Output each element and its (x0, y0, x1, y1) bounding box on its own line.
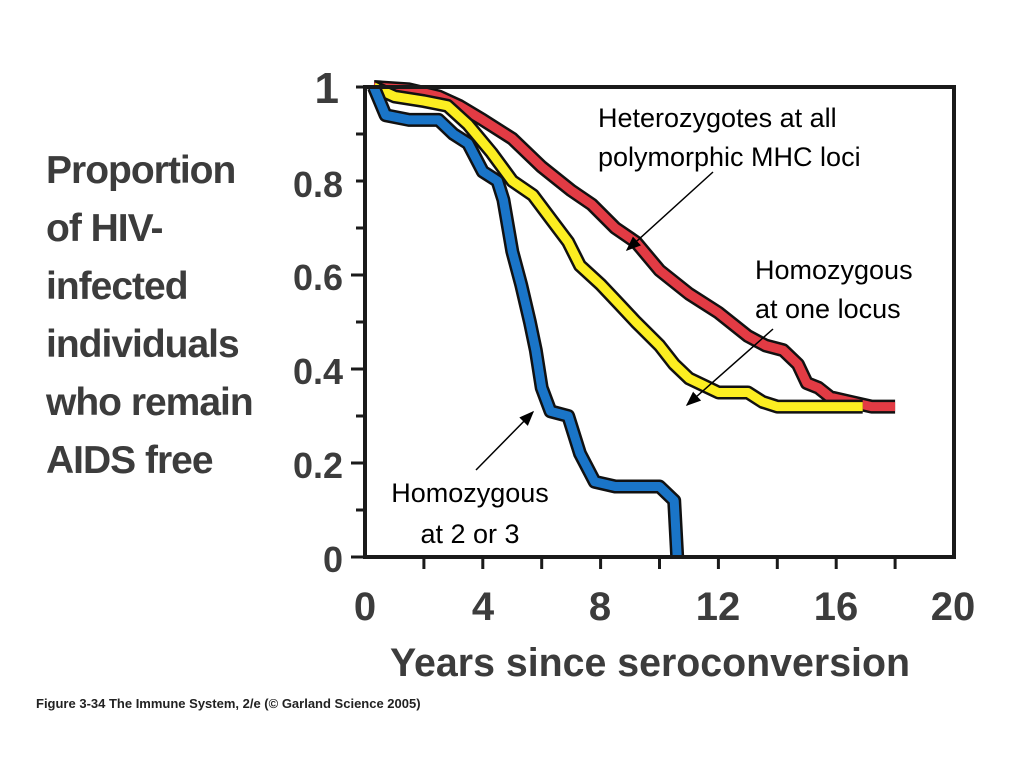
y-tick-label: 0 (323, 539, 343, 580)
series-heterozygotes-at-all-polymorphic-mhc-loci (373, 80, 896, 414)
y-axis-label-line: who remain (46, 381, 254, 424)
y-axis-label: Proportion of HIV- infected individuals … (46, 142, 286, 490)
annotation-homozygous-2-3: Homozygous at 2 or 3 (391, 410, 549, 549)
x-tick-labels: 0 4 8 12 16 20 (354, 585, 975, 629)
x-tick-label: 0 (354, 585, 376, 629)
series-line (371, 82, 863, 412)
annotation-heterozygotes: Heterozygotes at all polymorphic MHC loc… (598, 103, 861, 252)
y-tick-label: 0.6 (293, 257, 343, 298)
annotation-arrow (475, 410, 535, 471)
annotation-line: at one locus (755, 294, 901, 324)
series-line (373, 82, 896, 412)
annotation-arrow (685, 328, 774, 406)
annotation-line: polymorphic MHC loci (598, 142, 861, 172)
annotation-line: Homozygous (755, 255, 913, 285)
annotation-arrow (625, 171, 714, 252)
y-tick-labels: 1 0.8 0.6 0.4 0.2 0 (293, 64, 343, 580)
annotation-line: Heterozygotes at all (598, 103, 837, 133)
series-homozygous-at-2-or-3 (367, 84, 685, 558)
annotation-line: at 2 or 3 (420, 519, 519, 549)
y-tick-label: 1 (315, 64, 339, 113)
x-tick-label: 16 (814, 585, 859, 629)
x-axis-label: Years since seroconversion (390, 641, 910, 685)
x-tick-label: 12 (696, 585, 741, 629)
x-tick-label: 8 (589, 585, 611, 629)
y-tick-label: 0.8 (293, 164, 343, 205)
y-tick-label: 0.4 (293, 351, 343, 392)
y-axis-label-line: individuals (46, 323, 240, 366)
y-axis-label-line: Proportion (46, 149, 236, 192)
ticks-layer (351, 85, 897, 569)
x-tick-label: 20 (931, 585, 976, 629)
y-axis-label-line: AIDS free (46, 439, 214, 482)
annotation-homozygous-one: Homozygous at one locus (685, 255, 913, 406)
annotation-line: Homozygous (391, 478, 549, 508)
figure-caption: Figure 3-34 The Immune System, 2/e (© Ga… (36, 696, 421, 711)
y-tick-label: 0.2 (293, 445, 343, 486)
y-axis-label-line: infected (46, 265, 189, 308)
y-axis-label-line: of HIV- (46, 207, 164, 250)
series-homozygous-at-one-locus (370, 80, 863, 414)
x-tick-label: 4 (472, 585, 495, 629)
series-line (369, 85, 682, 558)
series-layer (367, 80, 896, 558)
